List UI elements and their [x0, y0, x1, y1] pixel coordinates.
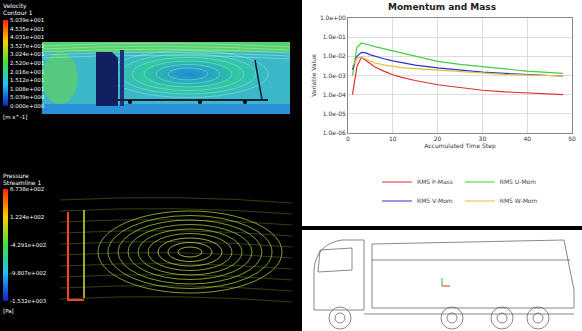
svg-text:-1.532e+003: -1.532e+003 [10, 298, 47, 304]
svg-text:3.527e+001: 3.527e+001 [10, 43, 44, 49]
svg-text:30: 30 [479, 135, 487, 142]
svg-text:4.535e+001: 4.535e+001 [10, 26, 44, 32]
svg-text:1.0e-05: 1.0e-05 [323, 110, 346, 117]
svg-text:5.039e+001: 5.039e+001 [10, 17, 44, 23]
svg-text:1.224e+002: 1.224e+002 [10, 214, 44, 220]
svg-text:RMS P-Mass: RMS P-Mass [417, 178, 453, 185]
svg-text:10: 10 [389, 135, 397, 142]
svg-text:1.0e-03: 1.0e-03 [323, 72, 346, 79]
svg-text:3.024e+001: 3.024e+001 [10, 51, 44, 57]
svg-text:4.031e+001: 4.031e+001 [10, 34, 44, 40]
svg-text:[m s^-1]: [m s^-1] [3, 114, 27, 120]
svg-text:Variable Value: Variable Value [310, 54, 317, 97]
svg-text:20: 20 [434, 135, 442, 142]
svg-text:Pressure: Pressure [3, 172, 29, 179]
svg-text:1.0e+00: 1.0e+00 [320, 14, 346, 21]
svg-text:Accumulated Time Step: Accumulated Time Step [424, 142, 496, 150]
svg-text:1.0e-01: 1.0e-01 [323, 33, 346, 40]
svg-text:5.039e+000: 5.039e+000 [10, 94, 45, 100]
svg-text:2.520e+001: 2.520e+001 [10, 60, 44, 66]
svg-text:1.008e+001: 1.008e+001 [10, 86, 44, 92]
svg-text:50: 50 [568, 135, 576, 142]
svg-text:2.016e+001: 2.016e+001 [10, 69, 44, 75]
svg-text:0: 0 [346, 135, 350, 142]
svg-text:Contour 1: Contour 1 [3, 9, 33, 16]
svg-text:[Pa]: [Pa] [3, 308, 14, 314]
svg-text:1.0e-02: 1.0e-02 [323, 52, 346, 59]
svg-text:1.512e+001: 1.512e+001 [10, 77, 44, 83]
svg-text:RMS U-Mom: RMS U-Mom [500, 178, 536, 185]
svg-text:Momentum and Mass: Momentum and Mass [388, 2, 496, 12]
svg-text:-9.807e+002: -9.807e+002 [10, 270, 46, 276]
svg-text:-4.291e+002: -4.291e+002 [10, 242, 46, 248]
svg-text:Streamline 1: Streamline 1 [3, 179, 41, 186]
svg-text:1.0e-06: 1.0e-06 [323, 129, 346, 136]
svg-text:RMS V-Mom: RMS V-Mom [417, 197, 453, 204]
svg-text:1.0e-04: 1.0e-04 [323, 91, 346, 98]
svg-text:RMS W-Mom: RMS W-Mom [500, 197, 538, 204]
svg-text:40: 40 [523, 135, 531, 142]
svg-text:0.000e+000: 0.000e+000 [10, 103, 45, 109]
svg-text:6.738e+002: 6.738e+002 [10, 186, 44, 192]
svg-text:Velocity: Velocity [3, 2, 27, 9]
